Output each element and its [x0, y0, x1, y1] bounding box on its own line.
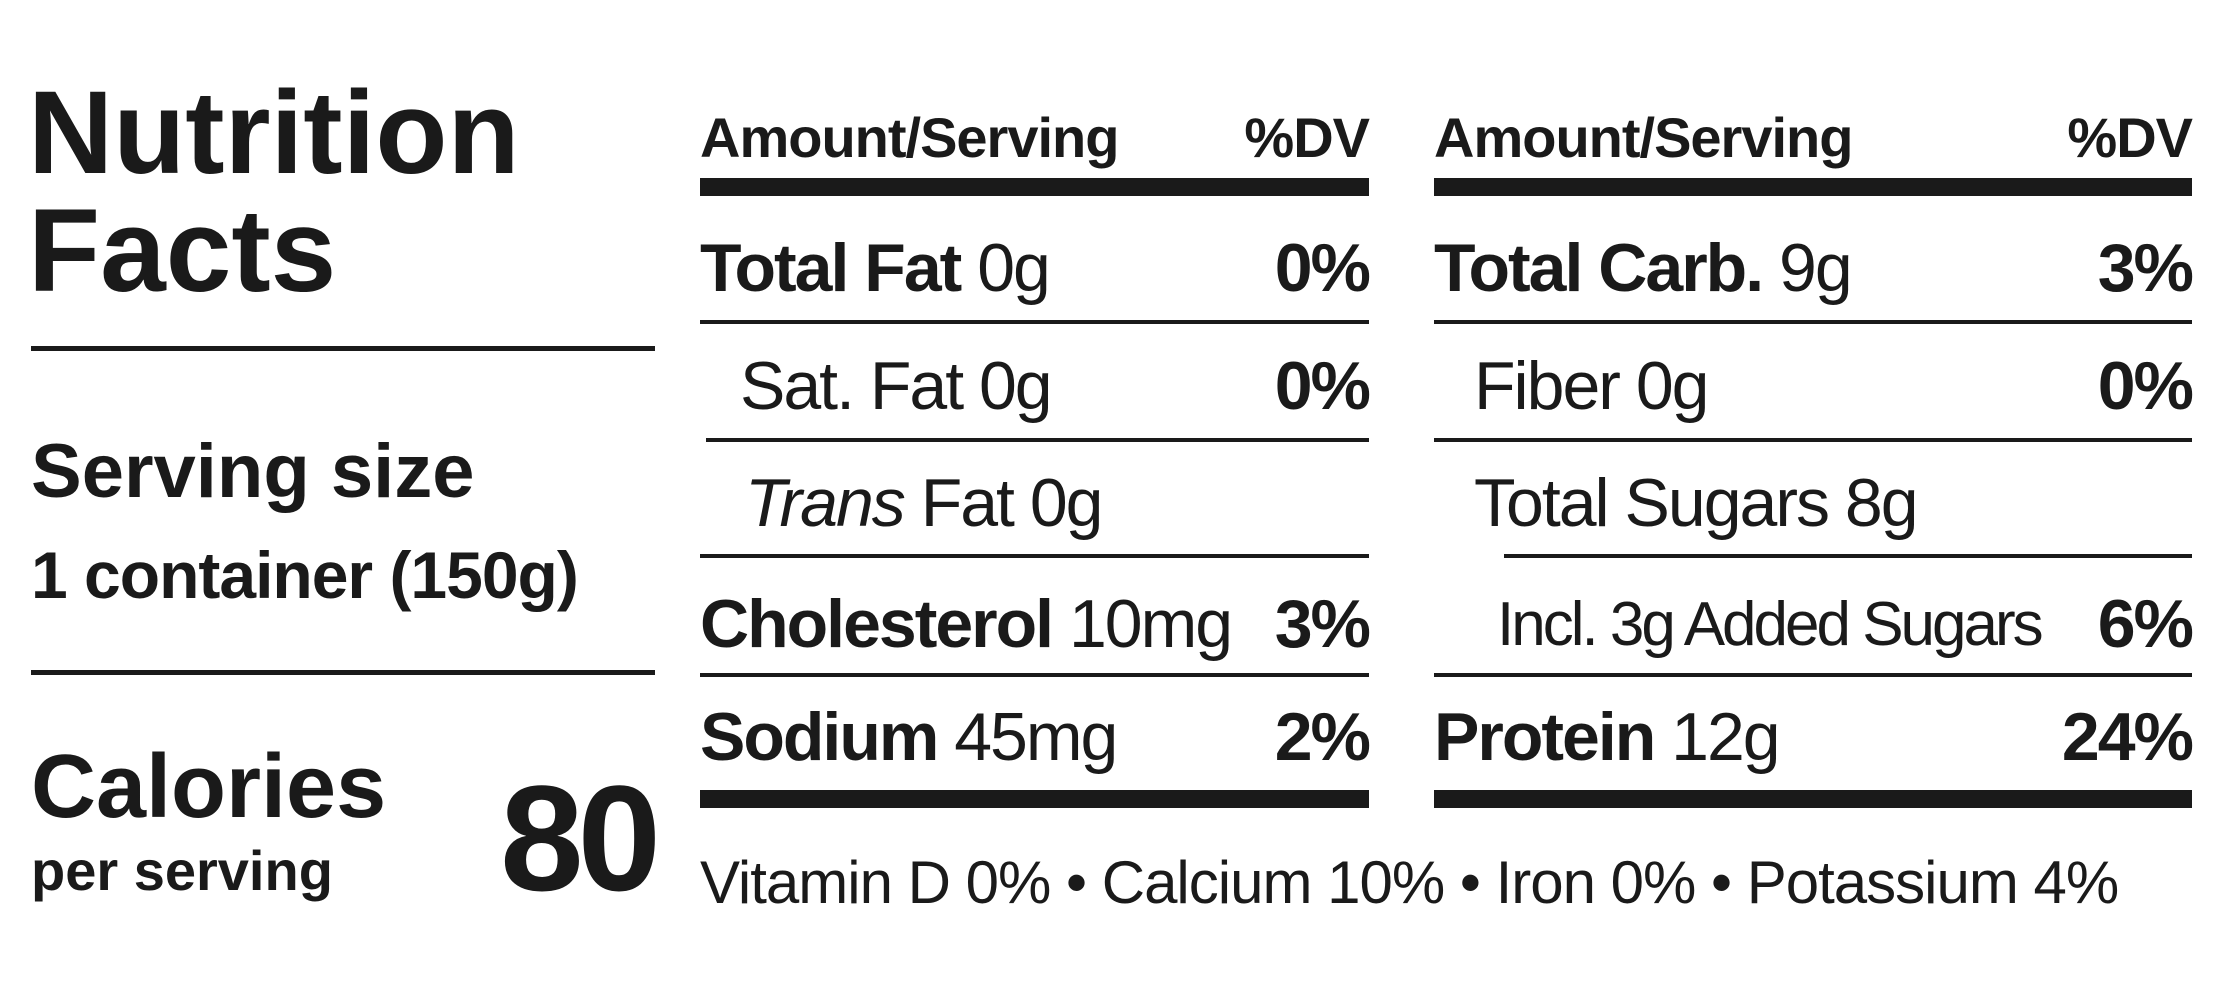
nutrient-dv: 6% — [2097, 586, 2194, 662]
nutrient: Sodium 45mg — [700, 703, 1118, 771]
nutrient-name: Trans — [745, 465, 906, 541]
vitamin: Potassium 4% — [1746, 849, 2119, 916]
divider — [706, 438, 1369, 442]
thick-bar — [700, 790, 1369, 808]
nutrient: Fiber 0g — [1474, 348, 1709, 424]
nutrient-amount: 9g — [1779, 230, 1853, 306]
nutrient: Cholesterol 10mg — [700, 590, 1233, 658]
serving-size: 1 container (150g) — [31, 538, 579, 612]
nutrient-name: Total Carb. — [1434, 230, 1764, 306]
divider — [1434, 320, 2192, 324]
nutrient: Incl. 3g Added Sugars — [1497, 590, 2044, 659]
vitamin: Vitamin D 0% — [700, 849, 1051, 916]
title: Nutrition — [28, 67, 520, 199]
nutrient-dv: 3% — [1274, 586, 1371, 662]
divider — [31, 670, 655, 675]
nutrient-amount: 45mg — [954, 699, 1118, 775]
nutrient-dv: 0% — [2097, 348, 2194, 424]
vitamin: Calcium 10% — [1101, 849, 1445, 916]
divider — [1434, 438, 2192, 442]
divider — [700, 673, 1369, 677]
nutrient-dv: 0% — [1274, 230, 1371, 306]
amount-header: Amount/Serving — [700, 106, 1119, 169]
nutrient-amount: 10mg — [1068, 586, 1233, 662]
vitamins: Vitamin D 0% • Calcium 10% • Iron 0% • P… — [700, 849, 2119, 916]
divider — [700, 554, 1369, 558]
nutrient-dv: 24% — [2061, 699, 2194, 775]
nutrient: Sat. Fat 0g — [740, 348, 1053, 424]
nutrient: Total Sugars 8g — [1474, 465, 1919, 541]
title: Facts — [28, 185, 337, 317]
nutrient-dv: 2% — [1274, 699, 1371, 775]
nutrient-amount: 12g — [1671, 699, 1780, 775]
amount-header: Amount/Serving — [1434, 106, 1853, 169]
nutrient-amount: 0g — [977, 230, 1051, 306]
calories-sublabel: per serving — [31, 839, 333, 902]
thick-bar — [1434, 178, 2192, 196]
nutrient-name: Cholesterol — [700, 586, 1054, 662]
nutrient-amount: Fat 0g — [920, 465, 1104, 541]
calories-label: Calories — [31, 737, 387, 837]
nutrient-name: Sodium — [700, 699, 939, 775]
nutrient-dv: 3% — [2097, 230, 2194, 306]
thick-bar — [1434, 790, 2192, 808]
dv-header: %DV — [1244, 106, 1370, 169]
divider — [700, 320, 1369, 324]
divider — [1434, 673, 2192, 677]
thick-bar — [700, 178, 1369, 196]
serving-label: Serving size — [31, 429, 475, 514]
divider — [1504, 554, 2192, 558]
nutrient: Protein 12g — [1434, 703, 1781, 771]
nutrient-name: Protein — [1434, 699, 1656, 775]
calories-value: 80 — [500, 754, 661, 922]
nutrient: Total Fat 0g — [700, 234, 1051, 302]
vitamin: Iron 0% — [1495, 849, 1697, 916]
nutrient-dv: 0% — [1274, 348, 1371, 424]
nutrient-name: Total Fat — [700, 230, 962, 306]
dv-header: %DV — [2067, 106, 2193, 169]
nutrient: Total Carb. 9g — [1434, 234, 1853, 302]
divider — [31, 346, 655, 351]
nutrient: Trans Fat 0g — [745, 469, 1103, 537]
